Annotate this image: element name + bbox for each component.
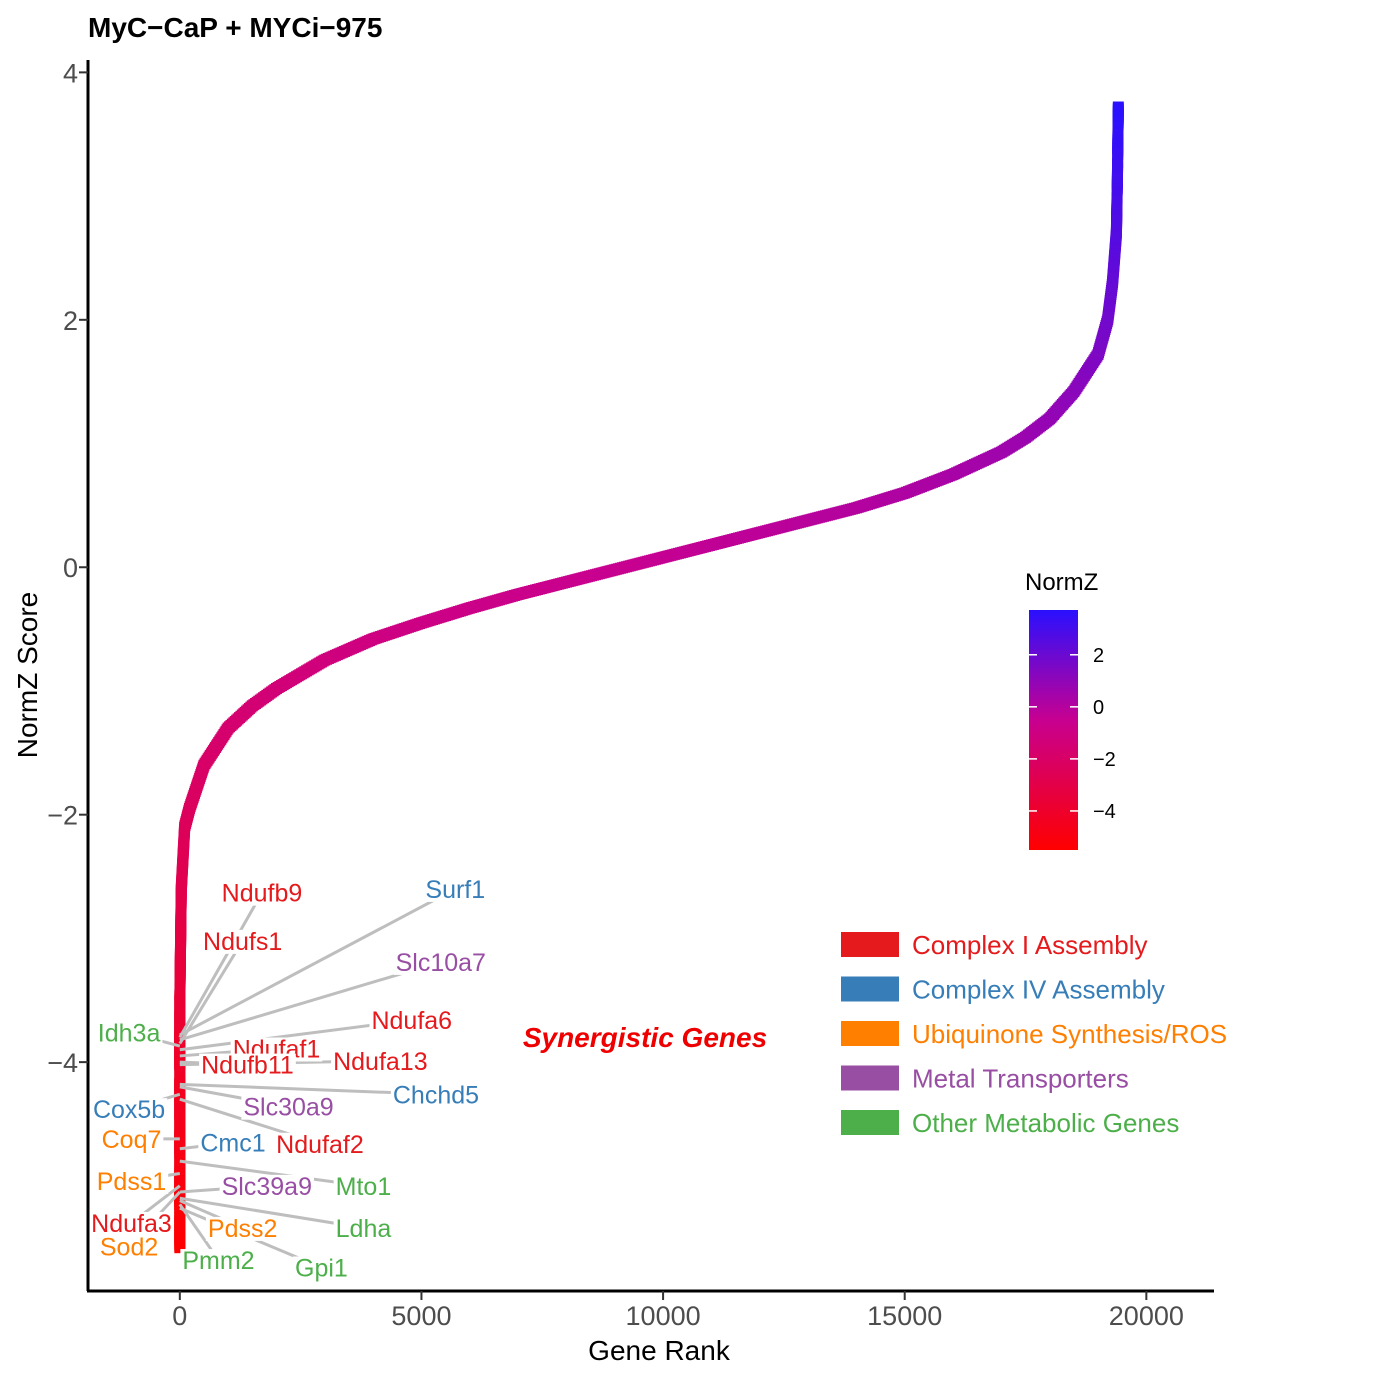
x-tick-label: 15000 — [867, 1301, 942, 1331]
gene-label-bg — [180, 1249, 257, 1274]
x-axis-ticks: 0 5000 10000 15000 20000 — [172, 1291, 1184, 1331]
gene-label: Slc30a9 — [243, 1094, 333, 1122]
colorbar — [1029, 610, 1078, 850]
curve-point — [1112, 127, 1124, 139]
legend-swatch — [841, 1021, 899, 1046]
gene-label-bg — [97, 1235, 161, 1260]
gene-label: Ndufs1 — [203, 928, 282, 956]
y-tick-label: 4 — [63, 58, 78, 88]
gene-label-bg — [390, 1083, 482, 1108]
gene-label-bg — [393, 950, 488, 975]
x-tick-label: 20000 — [1109, 1301, 1184, 1331]
colorbar-tick-label: −4 — [1093, 801, 1116, 823]
gene-label-bg — [99, 1127, 164, 1152]
gene-label-bg — [241, 1095, 336, 1120]
gene-label: Idh3a — [98, 1019, 161, 1047]
curve-point — [1111, 192, 1123, 204]
gene-label-bg — [274, 1132, 366, 1157]
gene-label: Ldha — [336, 1215, 392, 1243]
gene-label-bg — [90, 1098, 168, 1123]
chart-title: MyC−CaP + MYCi−975 — [88, 12, 382, 43]
y-tick-label: −2 — [47, 801, 78, 831]
gene-label: Slc10a7 — [396, 949, 486, 977]
gene-label-bg — [219, 1174, 314, 1199]
x-tick-label: 5000 — [391, 1301, 451, 1331]
gene-label-bg — [333, 1174, 394, 1199]
colorbar-ticks: 2 0 −2 −4 — [1029, 645, 1116, 823]
gene-label: Mto1 — [336, 1173, 392, 1201]
connector-line — [178, 891, 264, 1039]
gene-label-bg — [333, 1216, 394, 1241]
gene-label: Ndufaf2 — [276, 1131, 364, 1159]
legend-label: Metal Transporters — [912, 1064, 1129, 1094]
curve-point — [174, 1122, 186, 1134]
gene-label-bg — [94, 1169, 169, 1194]
gene-label-bg — [89, 1211, 174, 1236]
y-axis-ticks: −4 −2 0 2 4 — [47, 58, 88, 1078]
gene-label: Ndufa6 — [371, 1007, 452, 1035]
colorbar-tick-label: 2 — [1093, 645, 1104, 667]
gene-label: Ndufa13 — [333, 1048, 428, 1076]
curve-points — [174, 101, 1124, 1254]
gene-label: Gpi1 — [295, 1254, 348, 1282]
gene-label-bg — [331, 1049, 430, 1074]
gene-label-bg — [95, 1021, 163, 1046]
connector-line — [179, 887, 456, 1037]
gene-label-bg — [423, 877, 488, 902]
gene-label: Cmc1 — [200, 1130, 265, 1158]
y-axis-title: NormZ Score — [12, 592, 43, 758]
legend-label: Complex IV Assembly — [912, 975, 1165, 1005]
gene-label: Slc39a9 — [222, 1173, 312, 1201]
x-tick-label: 10000 — [626, 1301, 701, 1331]
gene-labels: Ndufb9 Surf1 Ndufs1 Slc10a7 Idh3a Ndufa6 Ndufa… — [89, 876, 488, 1282]
legend-label: Complex I Assembly — [912, 930, 1148, 960]
gene-label-bg — [369, 1009, 455, 1034]
connector-line — [178, 940, 244, 1045]
curve-point — [1112, 101, 1124, 113]
legend-label: Ubiquinone Synthesis/ROS — [912, 1019, 1227, 1049]
curve-point — [1112, 156, 1124, 168]
gene-label-bg — [199, 1053, 296, 1078]
colorbar-tick-label: −2 — [1093, 749, 1116, 771]
category-legend: Complex I Assembly Complex IV Assembly Ubi… — [841, 930, 1227, 1138]
connector-line — [179, 1196, 364, 1230]
x-tick-label: 0 — [172, 1301, 187, 1331]
curve-point — [174, 1002, 186, 1014]
curve-point — [174, 1208, 186, 1220]
gene-label-bg — [201, 929, 285, 954]
legend-swatch — [841, 1065, 899, 1091]
y-tick-label: −4 — [47, 1048, 78, 1078]
gene-label: Cox5b — [93, 1096, 165, 1124]
gene-label: Ndufb9 — [222, 880, 303, 908]
colorbar-tick-label: 0 — [1093, 697, 1104, 719]
y-tick-label: 0 — [63, 553, 78, 583]
gene-label: Ndufa3 — [91, 1210, 172, 1238]
gene-label: Pdss1 — [97, 1168, 166, 1196]
colorbar-title: NormZ — [1025, 569, 1098, 596]
gene-label-bg — [293, 1256, 350, 1281]
synergistic-genes-annotation: Synergistic Genes — [523, 1022, 767, 1053]
gene-label: Pdss2 — [208, 1215, 277, 1243]
legend-label: Other Metabolic Genes — [912, 1108, 1179, 1138]
gene-label-bg — [198, 1131, 268, 1156]
curve-point — [174, 1072, 186, 1084]
legend-swatch — [841, 932, 899, 957]
gene-label: Ndufb11 — [201, 1052, 294, 1080]
y-tick-label: 2 — [63, 306, 78, 336]
gene-label: Surf1 — [425, 876, 485, 904]
gene-label: Chchd5 — [393, 1081, 479, 1109]
gene-label: Coq7 — [102, 1126, 162, 1154]
gene-label: Sod2 — [100, 1233, 158, 1261]
connector-line — [179, 1159, 364, 1188]
gene-label: Pmm2 — [182, 1247, 254, 1275]
colorbar-legend: NormZ 2 0 −2 −4 — [1025, 569, 1116, 850]
gene-label-bg — [219, 881, 305, 906]
x-axis-title: Gene Rank — [588, 1335, 731, 1366]
legend-swatch — [841, 976, 899, 1002]
curve-point — [174, 988, 186, 1000]
gene-label-bg — [205, 1216, 280, 1241]
legend-swatch — [841, 1110, 899, 1135]
